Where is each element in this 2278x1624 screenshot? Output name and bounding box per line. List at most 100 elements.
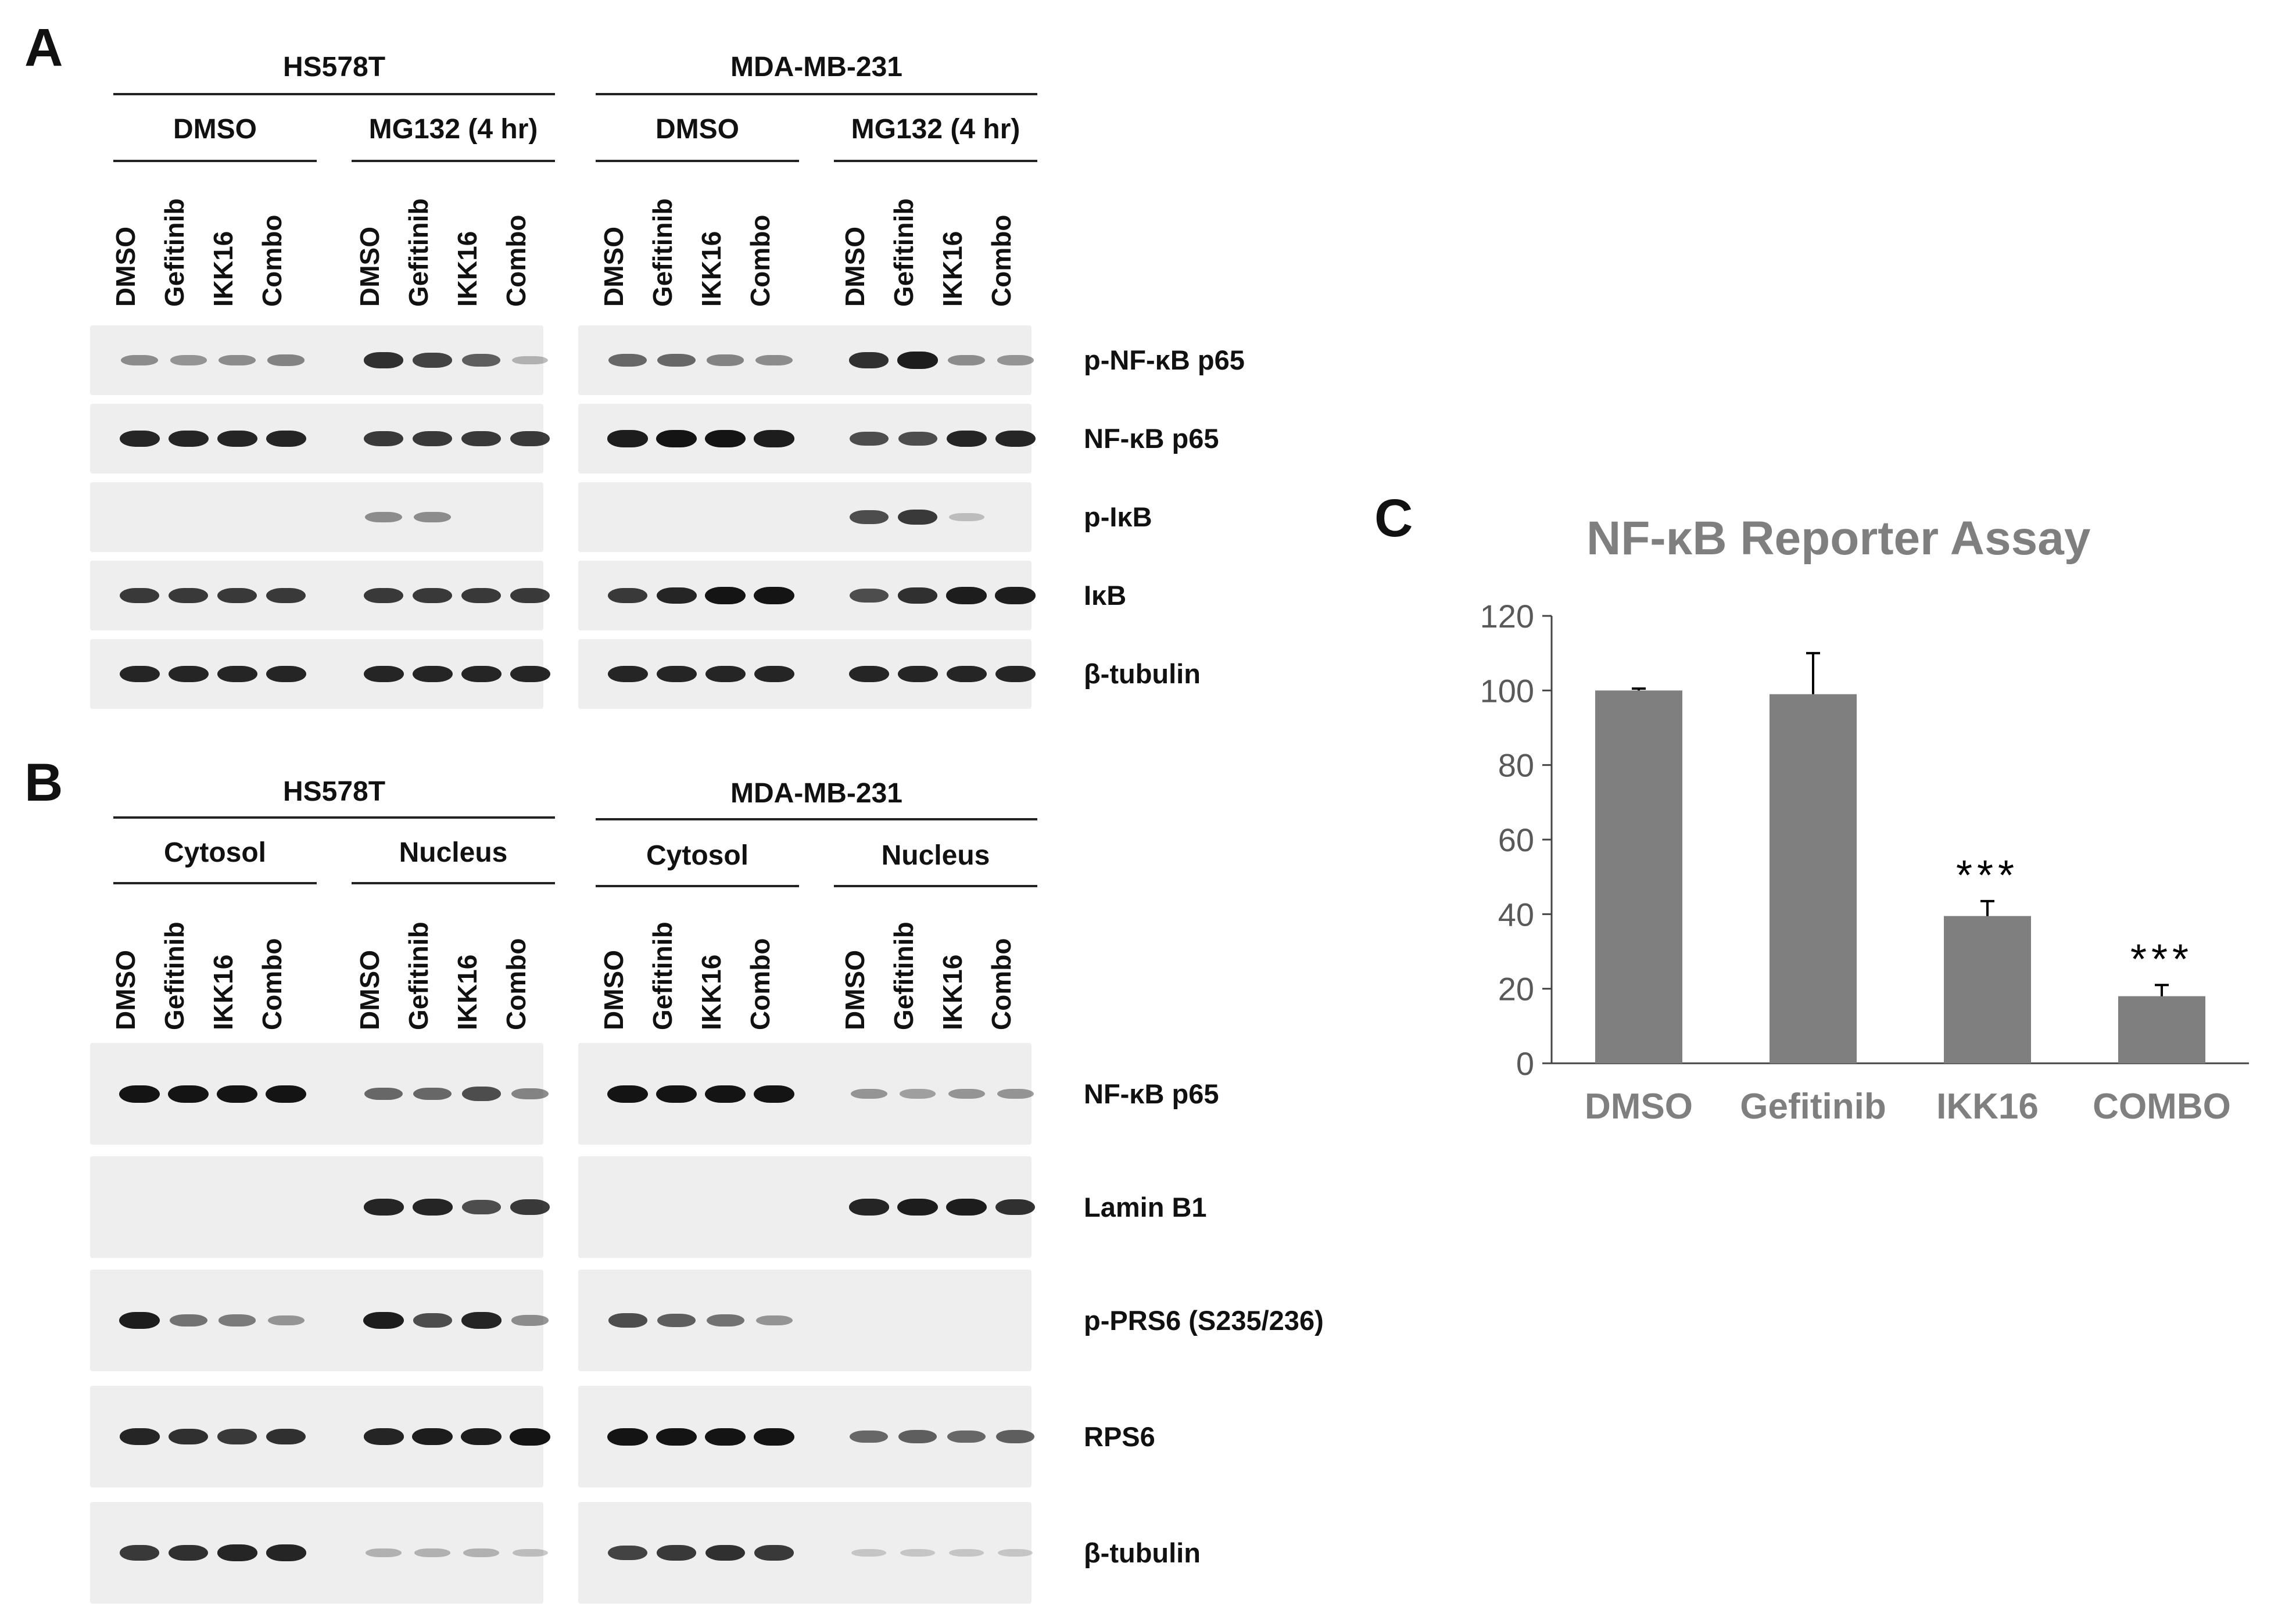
band <box>120 1545 159 1561</box>
band <box>461 431 501 447</box>
band <box>119 665 160 683</box>
band <box>217 1544 257 1561</box>
band <box>755 354 793 366</box>
band <box>365 511 402 523</box>
lane-label: Combo <box>745 938 775 1030</box>
band <box>754 587 794 604</box>
lane-label: DMSO <box>354 950 385 1030</box>
band <box>850 1430 888 1443</box>
band <box>946 665 987 683</box>
band <box>364 1087 403 1100</box>
band <box>608 1313 647 1328</box>
band <box>754 1428 794 1446</box>
significance-label: *** <box>1956 852 2019 899</box>
blot-strip <box>90 482 543 552</box>
bar <box>1595 690 1682 1063</box>
y-tick-label: 120 <box>1480 598 1534 634</box>
panel-b-fraction: Nucleus <box>881 840 990 871</box>
band <box>119 1311 160 1329</box>
band <box>755 1315 793 1326</box>
band <box>412 1428 453 1446</box>
band <box>363 665 404 683</box>
band <box>168 1544 209 1561</box>
band <box>510 431 550 447</box>
band <box>897 665 938 683</box>
band <box>462 353 500 367</box>
panel-b-cell-line-hs578t: HS578T <box>282 776 386 807</box>
band <box>511 1088 549 1100</box>
band <box>705 587 746 604</box>
panel-a-letter: A <box>24 18 63 77</box>
lane-label: Combo <box>501 938 531 1030</box>
band <box>510 587 550 604</box>
lane-label: Combo <box>501 214 531 307</box>
band <box>656 587 697 604</box>
band <box>168 1428 209 1445</box>
panel-b-cell-line-mda: MDA-MB-231 <box>730 778 902 809</box>
band <box>168 1085 209 1103</box>
band <box>997 1549 1033 1557</box>
band <box>897 1198 938 1216</box>
band <box>608 1545 647 1561</box>
band <box>461 665 502 683</box>
band <box>897 587 938 604</box>
protein-label: IκB <box>1084 580 1127 611</box>
band <box>607 665 648 683</box>
band <box>705 1428 746 1446</box>
band <box>851 1549 887 1557</box>
panel-a-divider <box>596 93 1037 95</box>
bar <box>1770 694 1857 1063</box>
lane-label: IKK16 <box>696 954 726 1030</box>
band <box>266 1428 306 1445</box>
band <box>996 1430 1034 1443</box>
protein-label: NF-κB p65 <box>1084 423 1219 454</box>
lane-label: DMSO <box>599 227 629 307</box>
band <box>946 1198 987 1216</box>
blot-strip <box>578 1502 1031 1604</box>
lane-label: Combo <box>257 214 287 307</box>
band <box>413 1087 452 1100</box>
panel-a-cell-line-hs578t: HS578T <box>282 52 386 83</box>
protein-label: RPS6 <box>1084 1421 1155 1452</box>
lane-label: Gefitinib <box>647 198 678 307</box>
band <box>510 1199 550 1215</box>
panel-b-divider <box>834 885 1037 887</box>
band <box>461 1087 501 1101</box>
x-tick-label: Gefitinib <box>1740 1087 1886 1127</box>
lane-label: IKK16 <box>452 231 482 307</box>
band <box>997 355 1034 365</box>
lane-label: Combo <box>745 214 775 307</box>
panel-a-condition: DMSO <box>656 114 739 145</box>
band <box>705 1085 746 1103</box>
band <box>898 1430 937 1443</box>
band <box>656 1085 697 1103</box>
band <box>412 665 453 683</box>
lane-label: IKK16 <box>937 231 968 307</box>
protein-label: β-tubulin <box>1084 1537 1201 1568</box>
band <box>707 354 744 366</box>
band <box>511 1315 549 1326</box>
band <box>607 1428 648 1446</box>
band <box>412 1199 453 1216</box>
band <box>995 430 1036 447</box>
band <box>461 1200 501 1214</box>
band <box>947 1430 986 1443</box>
band <box>754 1085 794 1103</box>
band <box>608 587 647 604</box>
protein-label: p-NF-κB p65 <box>1084 345 1245 375</box>
band <box>995 1199 1036 1216</box>
band <box>119 1428 160 1445</box>
band <box>997 1088 1034 1099</box>
band <box>657 354 696 367</box>
band <box>897 352 938 369</box>
lane-label: IKK16 <box>937 954 968 1030</box>
band <box>512 1548 548 1557</box>
band <box>900 1549 936 1557</box>
y-tick-label: 40 <box>1498 896 1534 933</box>
panel-a-divider <box>352 160 555 162</box>
band <box>168 665 209 683</box>
band <box>848 352 889 368</box>
panel-a-divider <box>834 160 1037 162</box>
band <box>217 430 257 447</box>
panel-c-letter: C <box>1374 489 1413 548</box>
